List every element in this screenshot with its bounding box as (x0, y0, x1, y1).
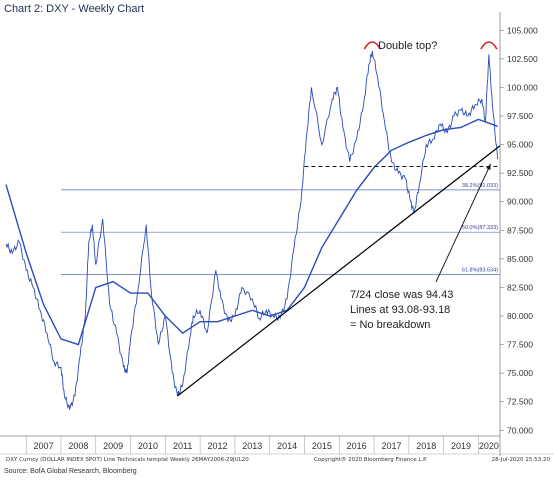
x-tick-label: 2020 (479, 441, 499, 451)
moving-average-line (5, 118, 498, 346)
close-note-line3: = No breakdown (350, 319, 430, 331)
x-tick-label: 2016 (347, 441, 367, 451)
chart-title: Chart 2: DXY - Weekly Chart (4, 3, 145, 15)
close-note-line1: 7/24 close was 94.43 (350, 289, 453, 301)
x-tick-label: 2018 (416, 441, 436, 451)
y-tick-label: 70.000 (507, 425, 533, 435)
source-note: Source: BofA Global Research, Bloomberg (4, 468, 137, 475)
x-tick-label: 2007 (34, 441, 54, 451)
x-tick-label: 2011 (173, 441, 192, 451)
x-tick-label: 2010 (138, 441, 158, 451)
annotation-arrow (435, 163, 492, 283)
annotation-arrowhead (486, 164, 491, 170)
fib-label: 50.0%(87.333) (462, 225, 498, 231)
double-top-arc (480, 41, 498, 50)
close-note-line2: Lines at 93.08-93.18 (350, 304, 450, 316)
y-tick-label: 95.000 (507, 140, 533, 150)
y-tick-label: 92.500 (507, 168, 533, 178)
price-series-line (5, 50, 499, 410)
double-top-annotation: Double top? (378, 40, 437, 52)
y-tick-label: 100.000 (507, 82, 538, 92)
footer-copyright: Copyright® 2020 Bloomberg Finance L.P. (314, 457, 428, 463)
x-tick-label: 2015 (312, 441, 332, 451)
x-tick-label: 2019 (451, 441, 471, 451)
x-tick-label: 2013 (242, 441, 262, 451)
x-tick-label: 2017 (381, 441, 401, 451)
y-tick-label: 72.500 (507, 397, 533, 407)
trendline (177, 145, 501, 397)
y-tick-label: 87.500 (507, 225, 533, 235)
y-tick-label: 102.500 (507, 54, 538, 64)
y-tick-label: 77.500 (507, 340, 533, 350)
footer-timestamp: 28-Jul-2020 15:53:20 (491, 457, 550, 463)
x-tick-label: 2014 (277, 441, 297, 451)
double-top-arc (363, 41, 382, 50)
y-tick-label: 90.000 (507, 197, 533, 207)
y-tick-label: 97.500 (507, 111, 533, 121)
y-tick-label: 82.500 (507, 282, 533, 292)
y-tick-label: 85.000 (507, 254, 533, 264)
footer-description: DXY Curncy (DOLLAR INDEX SPOT) Line Tech… (6, 457, 249, 463)
x-tick-label: 2009 (103, 441, 123, 451)
x-tick-label: 2012 (207, 441, 227, 451)
y-tick-label: 75.000 (507, 368, 533, 378)
y-tick-label: 80.000 (507, 311, 533, 321)
x-tick-label: 2008 (68, 441, 88, 451)
fib-label: 61.8%(83.634) (462, 267, 498, 273)
y-tick-label: 105.000 (507, 25, 538, 35)
